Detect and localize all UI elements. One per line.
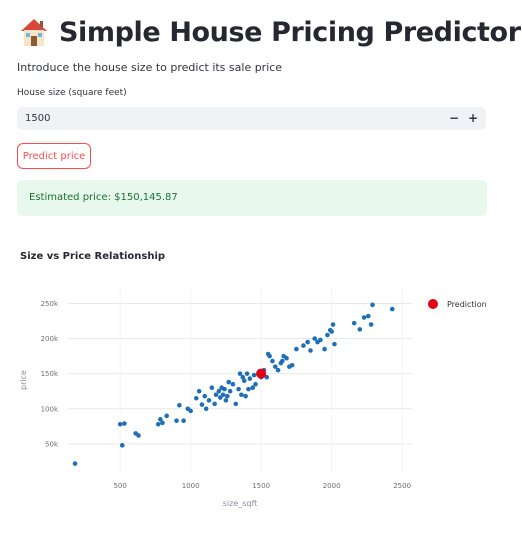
data-point[interactable] xyxy=(330,322,336,327)
data-point[interactable] xyxy=(250,385,255,391)
data-point[interactable] xyxy=(193,395,199,401)
x-tick-label: 2000 xyxy=(323,482,341,490)
data-point[interactable] xyxy=(239,392,244,398)
y-tick-label: 200k xyxy=(41,335,59,343)
data-point[interactable] xyxy=(279,358,285,364)
data-point[interactable] xyxy=(158,417,163,422)
data-point[interactable] xyxy=(72,461,78,466)
data-point[interactable] xyxy=(270,358,275,364)
data-point[interactable] xyxy=(206,398,212,403)
house-size-number-input: − + xyxy=(17,107,486,130)
data-point[interactable] xyxy=(253,381,258,387)
data-point[interactable] xyxy=(217,395,223,400)
data-point[interactable] xyxy=(222,386,227,392)
house-size-label: House size (square feet) xyxy=(17,88,127,98)
data-point[interactable] xyxy=(203,406,209,412)
data-point[interactable] xyxy=(230,381,236,387)
data-point[interactable] xyxy=(325,332,330,338)
data-point[interactable] xyxy=(332,341,337,347)
data-point[interactable] xyxy=(240,374,246,380)
chart-title: Size vs Price Relationship xyxy=(20,251,166,262)
x-tick-label: 500 xyxy=(113,482,126,490)
data-point[interactable] xyxy=(308,348,313,353)
legend-label-prediction[interactable]: Prediction xyxy=(447,300,487,309)
data-point[interactable] xyxy=(246,386,251,392)
data-point[interactable] xyxy=(312,336,318,341)
data-point[interactable] xyxy=(247,376,253,381)
data-point[interactable] xyxy=(329,329,334,334)
decrement-button[interactable]: − xyxy=(448,111,460,125)
data-point[interactable] xyxy=(213,392,219,398)
page-subtitle: Introduce the house size to predict its … xyxy=(17,61,283,74)
data-point[interactable] xyxy=(264,374,270,380)
data-point[interactable] xyxy=(174,418,179,424)
data-point[interactable] xyxy=(226,379,232,385)
data-point[interactable] xyxy=(294,346,299,352)
data-point[interactable] xyxy=(284,355,289,361)
y-tick-label: 50k xyxy=(45,440,59,448)
data-point[interactable] xyxy=(243,393,248,399)
page-title: Simple House Pricing Predictor xyxy=(59,16,521,48)
data-point[interactable] xyxy=(318,337,323,343)
data-point[interactable] xyxy=(305,339,310,345)
data-point[interactable] xyxy=(244,371,250,376)
data-point[interactable] xyxy=(267,353,272,359)
y-axis-title: price xyxy=(19,370,28,390)
data-point[interactable] xyxy=(136,433,141,438)
data-point[interactable] xyxy=(196,388,202,394)
data-point[interactable] xyxy=(370,302,375,308)
data-point[interactable] xyxy=(119,443,125,448)
data-point[interactable] xyxy=(155,421,161,427)
data-point[interactable] xyxy=(351,320,357,326)
predict-price-button[interactable]: Predict price xyxy=(17,143,91,169)
data-point[interactable] xyxy=(181,418,186,424)
data-point[interactable] xyxy=(227,388,233,394)
data-point[interactable] xyxy=(272,364,278,369)
prediction-point[interactable] xyxy=(256,368,267,379)
data-point[interactable] xyxy=(275,367,281,373)
data-point[interactable] xyxy=(188,408,193,414)
x-tick-label: 1000 xyxy=(182,482,200,490)
y-tick-label: 250k xyxy=(41,300,59,308)
data-point[interactable] xyxy=(241,378,247,384)
data-point[interactable] xyxy=(223,398,229,403)
house-size-input[interactable] xyxy=(25,107,425,130)
data-point[interactable] xyxy=(199,402,205,407)
data-point[interactable] xyxy=(209,385,215,391)
y-tick-label: 150k xyxy=(41,370,59,378)
data-point[interactable] xyxy=(237,371,243,376)
data-point[interactable] xyxy=(122,421,127,426)
x-axis-title: size_sqft xyxy=(223,499,258,508)
data-point[interactable] xyxy=(365,313,371,319)
data-point[interactable] xyxy=(220,392,226,398)
data-point[interactable] xyxy=(389,306,395,312)
data-point[interactable] xyxy=(301,343,306,348)
data-point[interactable] xyxy=(368,322,374,327)
data-point[interactable] xyxy=(361,315,367,320)
page-header: Simple House Pricing Predictor xyxy=(17,12,521,52)
data-point[interactable] xyxy=(177,402,182,408)
data-point[interactable] xyxy=(289,362,295,368)
data-point[interactable] xyxy=(251,372,257,378)
data-point[interactable] xyxy=(322,346,327,352)
increment-button[interactable]: + xyxy=(467,111,479,125)
house-emoji-icon xyxy=(21,19,47,46)
data-point[interactable] xyxy=(117,421,123,427)
estimated-price-text: Estimated price: $150,145.87 xyxy=(29,192,178,203)
y-tick-label: 100k xyxy=(41,405,59,413)
data-point[interactable] xyxy=(212,401,217,407)
x-tick-label: 2500 xyxy=(393,482,411,490)
data-point[interactable] xyxy=(233,401,239,407)
data-point[interactable] xyxy=(236,386,241,392)
data-point[interactable] xyxy=(160,420,165,426)
success-alert: Estimated price: $150,145.87 xyxy=(17,180,487,216)
legend-marker-prediction xyxy=(428,299,438,309)
data-point[interactable] xyxy=(357,327,363,332)
x-tick-label: 1500 xyxy=(252,482,270,490)
data-point[interactable] xyxy=(216,388,222,394)
data-point[interactable] xyxy=(225,393,230,399)
data-point[interactable] xyxy=(202,393,208,399)
data-point[interactable] xyxy=(164,413,169,419)
